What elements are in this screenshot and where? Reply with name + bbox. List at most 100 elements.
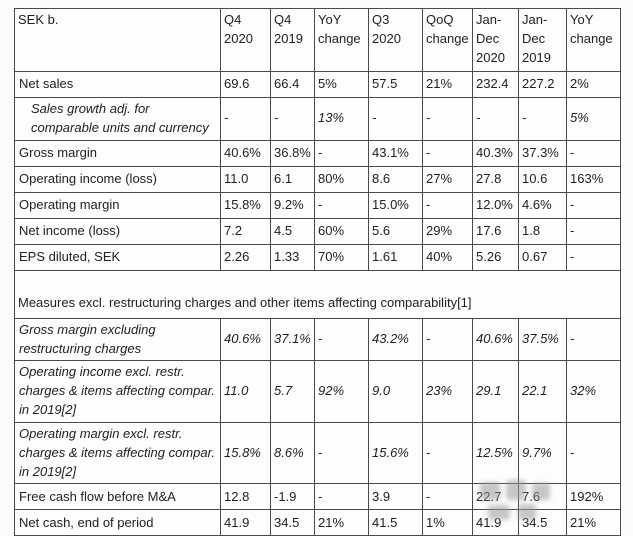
cell: 36.8% bbox=[270, 139, 315, 167]
cell: 15.8% bbox=[220, 421, 271, 485]
cell: 70% bbox=[314, 243, 369, 271]
cell: - bbox=[422, 483, 473, 511]
table-row: Net income (loss) 7.2 4.5 60% 5.6 29% 17.6 1.8- bbox=[14, 217, 621, 245]
cell: 12.5% bbox=[472, 421, 519, 485]
column-header: Q4 2019 bbox=[270, 8, 315, 72]
cell: 10.6 bbox=[518, 165, 567, 193]
cell: 9.2% bbox=[270, 191, 315, 219]
cell: - bbox=[314, 421, 369, 485]
header-row: SEK b. Q4 2020 Q4 2019 YoY change Q3 2020 QoQ… bbox=[14, 8, 621, 72]
table-row: Net cash, end of period 41.9 34.5 21% 41.5 1%… bbox=[14, 509, 621, 536]
cell: 12.0% bbox=[472, 191, 519, 219]
cell: - bbox=[566, 243, 621, 271]
table-row: Operating income (loss) 11.0 6.1 80% 8.6 27% 2… bbox=[14, 165, 621, 193]
table-body: Net sales 69.6 66.4 5% 57.5 21% 232.4 227.2 2% Sa… bbox=[14, 71, 621, 536]
cell: 37.5% bbox=[518, 317, 567, 362]
cell: 1% bbox=[422, 509, 473, 536]
cell: 5.26 bbox=[472, 243, 519, 271]
cell: 13% bbox=[314, 97, 369, 141]
column-header: Q4 2020 bbox=[220, 8, 271, 72]
cell: 40% bbox=[422, 243, 473, 271]
cell: 163% bbox=[566, 165, 621, 193]
cell: 40.6% bbox=[472, 317, 519, 362]
cell: 37.3% bbox=[518, 139, 567, 167]
cell: 66.4 bbox=[270, 71, 315, 98]
table-row: Gross margin 40.6% 36.8% -43.1% -40.3% 37.3% - bbox=[14, 139, 621, 167]
cell: 9.7% bbox=[518, 421, 567, 485]
table-row: Net sales 69.6 66.4 5% 57.5 21% 232.4 227.2 2% bbox=[14, 71, 621, 98]
column-header: YoY change bbox=[566, 8, 621, 72]
cell: 232.4 bbox=[472, 71, 519, 98]
cell: 37.1% bbox=[270, 317, 315, 362]
row-label: Gross margin excluding restructuring cha… bbox=[14, 317, 221, 362]
cell: - bbox=[566, 421, 621, 485]
cell: - bbox=[566, 139, 621, 167]
cell: - bbox=[220, 97, 271, 141]
row-label: Gross margin bbox=[14, 139, 221, 167]
cell: 34.5 bbox=[270, 509, 315, 536]
cell: - bbox=[422, 317, 473, 362]
cell: 22.1 bbox=[518, 360, 567, 423]
row-label: Operating margin excl. restr. charges & … bbox=[14, 421, 221, 485]
table-row: Free cash flow before M&A 12.8 -1.9-3.9-22… bbox=[14, 483, 621, 511]
cell: - bbox=[518, 97, 567, 141]
table-row: Gross margin excluding restructuring cha… bbox=[14, 317, 621, 362]
cell: 1.61 bbox=[368, 243, 423, 271]
cell: 92% bbox=[314, 360, 369, 423]
cell: 43.2% bbox=[368, 317, 423, 362]
column-header: SEK b. bbox=[14, 8, 221, 72]
table-row: Operating income excl. restr. charges & … bbox=[14, 360, 621, 423]
cell: 17.6 bbox=[472, 217, 519, 245]
table-row: Sales growth adj. for comparable units a… bbox=[14, 97, 621, 141]
section-note: Measures excl. restructuring charges and… bbox=[14, 269, 621, 319]
cell: 9.0 bbox=[368, 360, 423, 423]
cell: - bbox=[314, 191, 369, 219]
cell: 40.3% bbox=[472, 139, 519, 167]
cell: 21% bbox=[422, 71, 473, 98]
column-header: YoY change bbox=[314, 8, 369, 72]
column-header: QoQ change bbox=[422, 8, 473, 72]
cell: 27% bbox=[422, 165, 473, 193]
cell: 11.0 bbox=[220, 360, 271, 423]
cell: -1.9 bbox=[270, 483, 315, 511]
cell: - bbox=[422, 421, 473, 485]
table-row: Operating margin excl. restr. charges & … bbox=[14, 421, 621, 485]
cell: 11.0 bbox=[220, 165, 271, 193]
cell: 21% bbox=[314, 509, 369, 536]
cell: 29% bbox=[422, 217, 473, 245]
cell: - bbox=[566, 317, 621, 362]
cell: 41.9 bbox=[220, 509, 271, 536]
row-label: Operating income (loss) bbox=[14, 165, 221, 193]
cell: 4.6% bbox=[518, 191, 567, 219]
cell: - bbox=[368, 97, 423, 141]
cell: - bbox=[422, 191, 473, 219]
row-label: Free cash flow before M&A bbox=[14, 483, 221, 511]
cell: - bbox=[270, 97, 315, 141]
row-label: Net income (loss) bbox=[14, 217, 221, 245]
cell: 8.6 bbox=[368, 165, 423, 193]
cell: 22.7 bbox=[472, 483, 519, 511]
cell: 80% bbox=[314, 165, 369, 193]
cell: 5.7 bbox=[270, 360, 315, 423]
cell: 15.6% bbox=[368, 421, 423, 485]
cell: 41.9 bbox=[472, 509, 519, 536]
cell: 57.5 bbox=[368, 71, 423, 98]
cell: 15.8% bbox=[220, 191, 271, 219]
cell: 34.5 bbox=[518, 509, 567, 536]
row-label: EPS diluted, SEK bbox=[14, 243, 221, 271]
cell: 5% bbox=[314, 71, 369, 98]
section-note-row: Measures excl. restructuring charges and… bbox=[14, 269, 621, 319]
row-label: Operating income excl. restr. charges & … bbox=[14, 360, 221, 423]
cell: - bbox=[422, 97, 473, 141]
cell: 29.1 bbox=[472, 360, 519, 423]
cell: 27.8 bbox=[472, 165, 519, 193]
cell: 1.33 bbox=[270, 243, 315, 271]
cell: - bbox=[566, 191, 621, 219]
cell: 7.2 bbox=[220, 217, 271, 245]
cell: 8.6% bbox=[270, 421, 315, 485]
cell: - bbox=[314, 483, 369, 511]
row-label: Net sales bbox=[14, 71, 221, 98]
cell: 41.5 bbox=[368, 509, 423, 536]
row-label: Sales growth adj. for comparable units a… bbox=[14, 97, 221, 141]
